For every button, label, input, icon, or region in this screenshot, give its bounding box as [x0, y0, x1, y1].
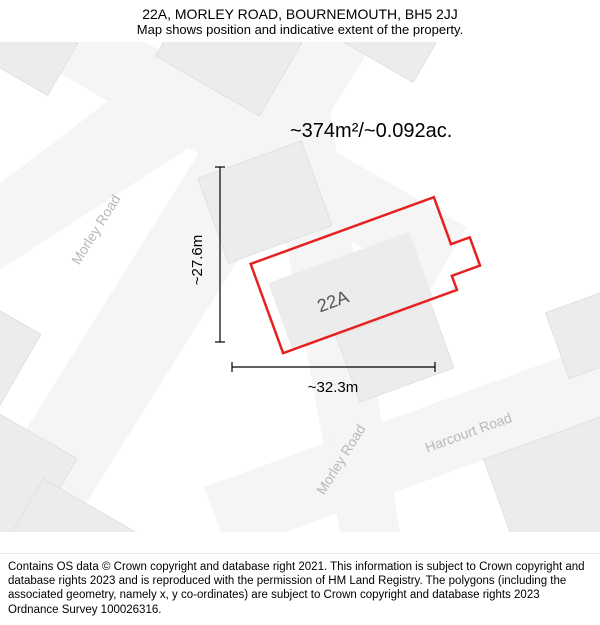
area-label: ~374m²/~0.092ac. — [290, 120, 452, 142]
building-2 — [0, 284, 41, 429]
map-svg: ~374m²/~0.092ac. ~27.6m ~32.3m 22A Morle… — [0, 42, 600, 532]
footer: Contains OS data © Crown copyright and d… — [0, 553, 600, 625]
footer-text: Contains OS data © Crown copyright and d… — [8, 561, 585, 616]
dimension-width-label: ~32.3m — [308, 379, 358, 396]
page-subtitle: Map shows position and indicative extent… — [10, 22, 590, 37]
page-title: 22A, MORLEY ROAD, BOURNEMOUTH, BH5 2JJ — [10, 6, 590, 22]
map-container: ~374m²/~0.092ac. ~27.6m ~32.3m 22A Morle… — [0, 42, 600, 532]
dimension-height-label: ~27.6m — [189, 235, 206, 285]
header: 22A, MORLEY ROAD, BOURNEMOUTH, BH5 2JJ M… — [0, 0, 600, 41]
